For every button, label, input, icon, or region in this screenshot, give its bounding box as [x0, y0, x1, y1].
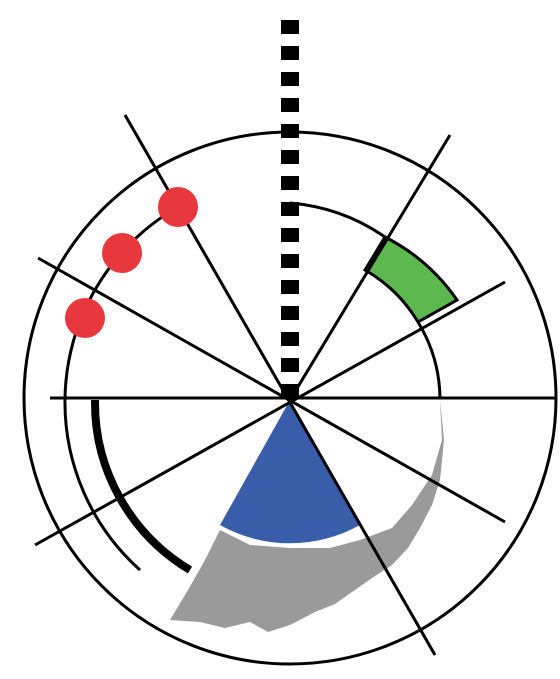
- radial-line: [34, 280, 506, 547]
- blue-sector: [220, 400, 360, 544]
- gray-region: [170, 400, 444, 632]
- gray-shape: [170, 400, 444, 632]
- red-dot: [102, 233, 142, 273]
- inner-arc-top: [289, 201, 386, 239]
- red-dot: [158, 187, 198, 227]
- radial-line: [288, 134, 452, 401]
- red-dot: [65, 298, 105, 338]
- green-segment: [362, 235, 460, 325]
- radial-line: [37, 256, 506, 524]
- inner-arc-right: [416, 321, 442, 399]
